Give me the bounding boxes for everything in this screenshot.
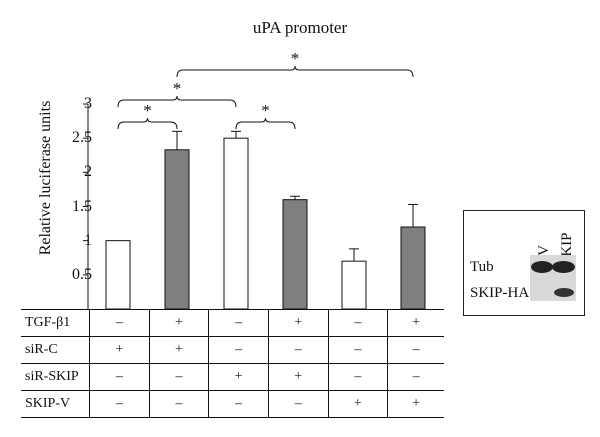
chart-title: uPA promoter <box>252 18 348 37</box>
condition-cell: – <box>387 336 444 364</box>
condition-label: siR-SKIP <box>21 363 90 391</box>
condition-cell: + <box>387 309 444 337</box>
condition-cell: – <box>327 336 388 364</box>
condition-cell: + <box>327 390 388 418</box>
condition-cell: – <box>208 390 269 418</box>
condition-cell: + <box>387 390 444 418</box>
blot-row-label: SKIP-HA <box>470 285 530 301</box>
significance-star: * <box>143 101 152 120</box>
condition-row: SKIP-V – – – – + + <box>21 390 444 418</box>
bar <box>400 226 426 310</box>
condition-cell: + <box>89 336 150 364</box>
y-tick-label: 1.5 <box>72 197 92 215</box>
condition-cell: – <box>89 309 150 337</box>
bar <box>105 240 131 310</box>
tubulin-band-skip <box>552 261 575 273</box>
y-tick-label: 0.5 <box>72 265 92 283</box>
condition-cell: + <box>267 363 329 391</box>
western-blot-panel: EV SKIP Tub SKIP-HA <box>463 210 585 316</box>
condition-cell: – <box>387 363 444 391</box>
condition-cell: – <box>148 390 209 418</box>
condition-cell: + <box>148 336 209 364</box>
condition-cell: – <box>327 363 388 391</box>
condition-cell: – <box>327 309 388 337</box>
significance-bracket <box>176 65 414 78</box>
bar <box>341 260 367 310</box>
condition-cell: – <box>89 390 150 418</box>
condition-label: SKIP-V <box>21 390 90 418</box>
condition-cell: – <box>148 363 209 391</box>
condition-cell: + <box>267 309 329 337</box>
condition-cell: – <box>208 336 269 364</box>
condition-table: TGF-β1– + – + – + siR-C + + – – – – siR-SKIP – – + + – – SKI… <box>21 309 444 418</box>
condition-row: siR-SKIP – – + + – – <box>21 363 444 391</box>
significance-bracket <box>117 95 237 108</box>
y-tick-label: 2.5 <box>72 129 92 147</box>
tubulin-band-ev <box>531 261 553 273</box>
significance-bracket <box>235 117 296 130</box>
skip-ha-band <box>554 288 574 297</box>
significance-star: * <box>291 49 300 68</box>
bar <box>164 149 190 310</box>
condition-row: siR-C + + – – – – <box>21 336 444 364</box>
condition-cell: – <box>267 390 329 418</box>
bar <box>282 199 308 310</box>
condition-cell: – <box>89 363 150 391</box>
condition-cell: + <box>208 363 269 391</box>
bar <box>223 137 249 310</box>
condition-row: TGF-β1– + – + – + <box>21 309 444 337</box>
blot-row-label: Tub <box>470 259 494 275</box>
condition-cell: – <box>208 309 269 337</box>
condition-cell: – <box>267 336 329 364</box>
significance-star: * <box>173 79 182 98</box>
significance-bracket <box>117 117 178 130</box>
condition-cell: + <box>148 309 209 337</box>
significance-star: * <box>261 101 270 120</box>
condition-label: TGF-β1 <box>21 309 90 337</box>
condition-label: siR-C <box>21 336 90 364</box>
